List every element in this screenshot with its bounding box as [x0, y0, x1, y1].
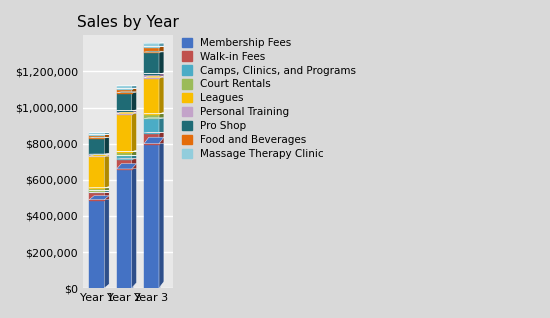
- Polygon shape: [159, 51, 164, 74]
- Polygon shape: [104, 192, 109, 200]
- Polygon shape: [131, 86, 136, 89]
- Polygon shape: [117, 92, 136, 93]
- Bar: [117, 169, 131, 288]
- Bar: [144, 114, 159, 118]
- Polygon shape: [104, 155, 109, 188]
- Bar: [89, 138, 104, 154]
- Polygon shape: [104, 135, 109, 138]
- Bar: [144, 74, 159, 78]
- Bar: [89, 188, 104, 190]
- Bar: [117, 152, 131, 156]
- Polygon shape: [131, 152, 136, 156]
- Bar: [144, 43, 159, 47]
- Polygon shape: [89, 155, 109, 156]
- Bar: [89, 135, 104, 138]
- Polygon shape: [104, 196, 109, 288]
- Polygon shape: [104, 190, 109, 192]
- Polygon shape: [89, 137, 109, 138]
- Bar: [144, 78, 159, 114]
- Polygon shape: [131, 92, 136, 111]
- Polygon shape: [104, 188, 109, 190]
- Bar: [89, 156, 104, 188]
- Polygon shape: [159, 118, 164, 133]
- Polygon shape: [159, 132, 164, 144]
- Bar: [89, 200, 104, 288]
- Polygon shape: [131, 88, 136, 93]
- Polygon shape: [117, 112, 136, 114]
- Bar: [144, 47, 159, 52]
- Polygon shape: [131, 155, 136, 159]
- Polygon shape: [159, 74, 164, 78]
- Polygon shape: [159, 46, 164, 52]
- Polygon shape: [131, 163, 136, 288]
- Bar: [89, 133, 104, 135]
- Bar: [144, 118, 159, 133]
- Polygon shape: [89, 196, 109, 200]
- Polygon shape: [144, 137, 164, 144]
- Polygon shape: [104, 137, 109, 154]
- Polygon shape: [117, 163, 136, 169]
- Polygon shape: [144, 76, 164, 78]
- Bar: [89, 154, 104, 156]
- Bar: [117, 156, 131, 159]
- Polygon shape: [159, 76, 164, 114]
- Bar: [144, 52, 159, 74]
- Bar: [89, 192, 104, 200]
- Polygon shape: [104, 154, 109, 156]
- Bar: [144, 133, 159, 144]
- Title: Sales by Year: Sales by Year: [77, 15, 179, 30]
- Polygon shape: [104, 133, 109, 135]
- Bar: [117, 159, 131, 169]
- Bar: [144, 144, 159, 288]
- Polygon shape: [131, 112, 136, 152]
- Polygon shape: [131, 110, 136, 114]
- Bar: [89, 190, 104, 192]
- Bar: [117, 111, 131, 114]
- Polygon shape: [144, 132, 164, 133]
- Polygon shape: [144, 51, 164, 52]
- Polygon shape: [159, 114, 164, 118]
- Polygon shape: [131, 159, 136, 169]
- Bar: [117, 114, 131, 152]
- Bar: [117, 86, 131, 89]
- Polygon shape: [159, 43, 164, 47]
- Bar: [117, 89, 131, 93]
- Bar: [117, 93, 131, 111]
- Legend: Membership Fees, Walk-in Fees, Camps, Clinics, and Programs, Court Rentals, Leag: Membership Fees, Walk-in Fees, Camps, Cl…: [179, 36, 359, 161]
- Polygon shape: [159, 137, 164, 288]
